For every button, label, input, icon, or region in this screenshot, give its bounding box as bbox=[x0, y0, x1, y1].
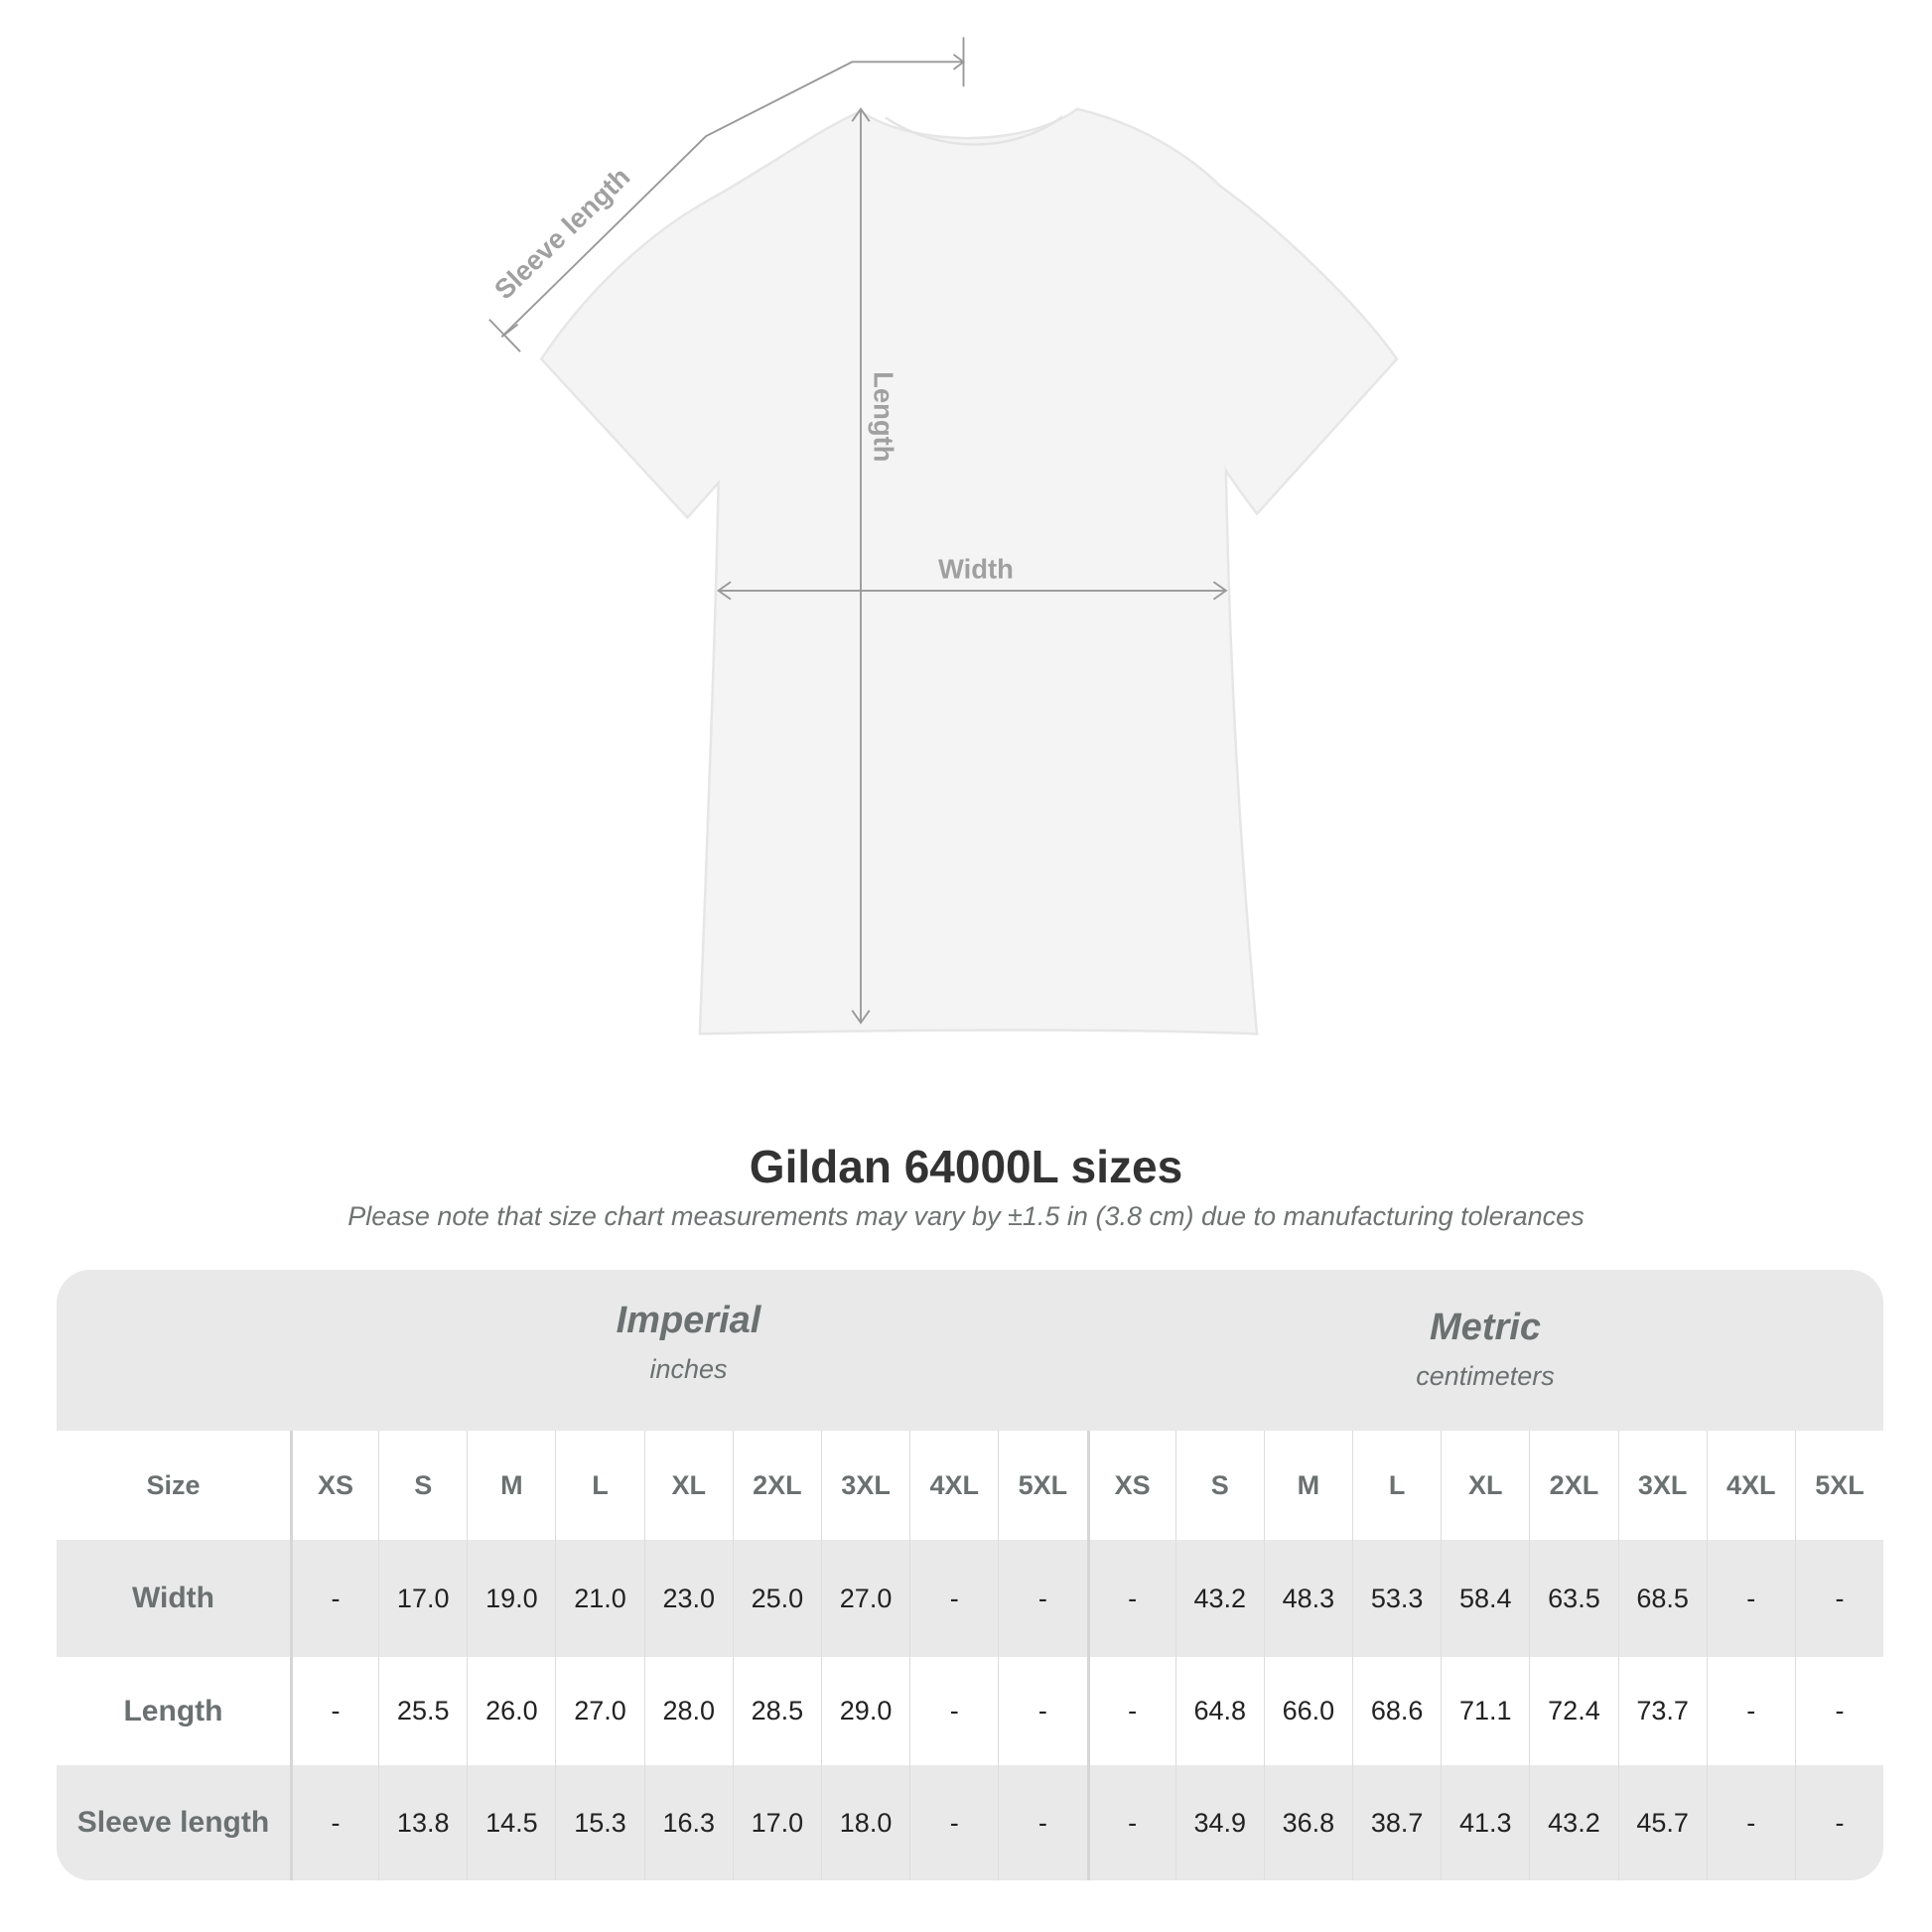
size-header-row: Size XS S M L XL 2XL 3XL 4XL 5XL XS S M L XL 2XL 3XL 4XL 5… bbox=[57, 1431, 1883, 1540]
row-label: Sleeve length bbox=[76, 1806, 270, 1839]
size-header-cell: 3XL bbox=[1617, 1431, 1707, 1540]
value-cell: 63.5 bbox=[1529, 1540, 1617, 1657]
value-cell: 34.9 bbox=[1174, 1765, 1264, 1880]
size-header-cell: M bbox=[1263, 1431, 1352, 1540]
value-cell: - bbox=[909, 1765, 998, 1880]
value-cell: 17.0 bbox=[378, 1540, 467, 1657]
imperial-title: Imperial bbox=[616, 1300, 761, 1341]
value-cell: 25.0 bbox=[732, 1540, 821, 1657]
value-cell: 45.7 bbox=[1617, 1765, 1707, 1880]
value-cell: 68.6 bbox=[1352, 1657, 1441, 1765]
value-cell: - bbox=[998, 1657, 1086, 1765]
size-header-cell: L bbox=[1352, 1431, 1441, 1540]
value-cell: 15.3 bbox=[555, 1765, 643, 1880]
value-cell: 38.7 bbox=[1352, 1765, 1441, 1880]
value-cell: - bbox=[1794, 1765, 1883, 1880]
value-cell: 43.2 bbox=[1174, 1540, 1264, 1657]
table-row: Length -25.5 26.0 27.0 28.0 28.5 29.0- - -64.8 66… bbox=[57, 1657, 1883, 1765]
value-cell: 26.0 bbox=[467, 1657, 555, 1765]
size-header-cell: S bbox=[1174, 1431, 1264, 1540]
value-cell: 21.0 bbox=[555, 1540, 643, 1657]
value-cell: 72.4 bbox=[1529, 1657, 1617, 1765]
page-title: Gildan 64000L sizes bbox=[749, 1141, 1183, 1192]
value-cell: - bbox=[1794, 1540, 1883, 1657]
size-header-cell: 5XL bbox=[998, 1431, 1086, 1540]
value-cell: 17.0 bbox=[732, 1765, 821, 1880]
value-cell: 68.5 bbox=[1617, 1540, 1707, 1657]
value-cell: - bbox=[1794, 1657, 1883, 1765]
value-cell: 25.5 bbox=[378, 1657, 467, 1765]
measurement-lines bbox=[488, 37, 1228, 1025]
size-header-cell: 2XL bbox=[1529, 1431, 1617, 1540]
tshirt-measurement-diagram: Sleeve length Length Width bbox=[488, 37, 1399, 1035]
value-cell: 41.3 bbox=[1441, 1765, 1529, 1880]
value-cell: 73.7 bbox=[1617, 1657, 1707, 1765]
value-cell: - bbox=[1086, 1540, 1175, 1657]
size-header-cell: 3XL bbox=[820, 1431, 909, 1540]
value-cell: 66.0 bbox=[1263, 1657, 1352, 1765]
size-header-cell: 4XL bbox=[1706, 1431, 1795, 1540]
imperial-header: Imperial inches bbox=[290, 1270, 1087, 1460]
value-cell: 23.0 bbox=[643, 1540, 733, 1657]
length-label: Length bbox=[869, 371, 899, 462]
value-cell: 43.2 bbox=[1529, 1765, 1617, 1880]
value-cell: - bbox=[1706, 1657, 1795, 1765]
size-header-cell: L bbox=[555, 1431, 643, 1540]
row-label: Width bbox=[131, 1582, 214, 1614]
metric-title: Metric bbox=[1430, 1307, 1541, 1348]
value-cell: - bbox=[289, 1765, 378, 1880]
imperial-unit: inches bbox=[649, 1354, 728, 1384]
value-cell: 36.8 bbox=[1263, 1765, 1352, 1880]
value-cell: - bbox=[1086, 1657, 1175, 1765]
value-cell: 53.3 bbox=[1352, 1540, 1441, 1657]
size-header-cell: XL bbox=[1441, 1431, 1529, 1540]
value-cell: - bbox=[1706, 1540, 1795, 1657]
size-header-cell: 2XL bbox=[732, 1431, 821, 1540]
value-cell: 16.3 bbox=[643, 1765, 733, 1880]
table-row: Width -17.0 19.0 21.0 23.0 25.0 27.0- - -43.2 48.… bbox=[57, 1540, 1883, 1657]
size-header-cell: XS bbox=[1086, 1431, 1175, 1540]
value-cell: 28.0 bbox=[643, 1657, 733, 1765]
metric-unit: centimeters bbox=[1416, 1361, 1555, 1391]
size-header-cell: XS bbox=[289, 1431, 378, 1540]
width-label: Width bbox=[938, 553, 1014, 584]
value-cell: 48.3 bbox=[1263, 1540, 1352, 1657]
tolerance-note: Please note that size chart measurements… bbox=[347, 1201, 1585, 1231]
value-cell: 28.5 bbox=[732, 1657, 821, 1765]
value-cell: 29.0 bbox=[820, 1657, 909, 1765]
value-cell: 71.1 bbox=[1441, 1657, 1529, 1765]
size-table: Imperial inches Metric centimeters Size X… bbox=[57, 1270, 1883, 1880]
size-header-cell: 5XL bbox=[1794, 1431, 1883, 1540]
value-cell: 18.0 bbox=[820, 1765, 909, 1880]
value-cell: - bbox=[909, 1657, 998, 1765]
size-header-cell: S bbox=[378, 1431, 467, 1540]
value-cell: - bbox=[289, 1657, 378, 1765]
table-row: Sleeve length -13.8 14.5 15.3 16.3 17.0 18.0- -… bbox=[57, 1765, 1883, 1880]
size-header-cell: M bbox=[467, 1431, 555, 1540]
value-cell: - bbox=[289, 1540, 378, 1657]
value-cell: - bbox=[1086, 1765, 1175, 1880]
value-cell: 27.0 bbox=[555, 1657, 643, 1765]
value-cell: - bbox=[998, 1765, 1086, 1880]
value-cell: - bbox=[909, 1540, 998, 1657]
value-cell: 14.5 bbox=[467, 1765, 555, 1880]
value-cell: 64.8 bbox=[1174, 1657, 1264, 1765]
value-cell: - bbox=[998, 1540, 1086, 1657]
value-cell: 58.4 bbox=[1441, 1540, 1529, 1657]
tshirt-image bbox=[539, 107, 1399, 1035]
value-cell: 19.0 bbox=[467, 1540, 555, 1657]
size-header-cell: 4XL bbox=[909, 1431, 998, 1540]
row-label: Length bbox=[123, 1694, 223, 1727]
row-label: Size bbox=[146, 1469, 201, 1500]
value-cell: 13.8 bbox=[378, 1765, 467, 1880]
size-header-cell: XL bbox=[643, 1431, 733, 1540]
value-cell: 27.0 bbox=[820, 1540, 909, 1657]
value-cell: - bbox=[1706, 1765, 1795, 1880]
